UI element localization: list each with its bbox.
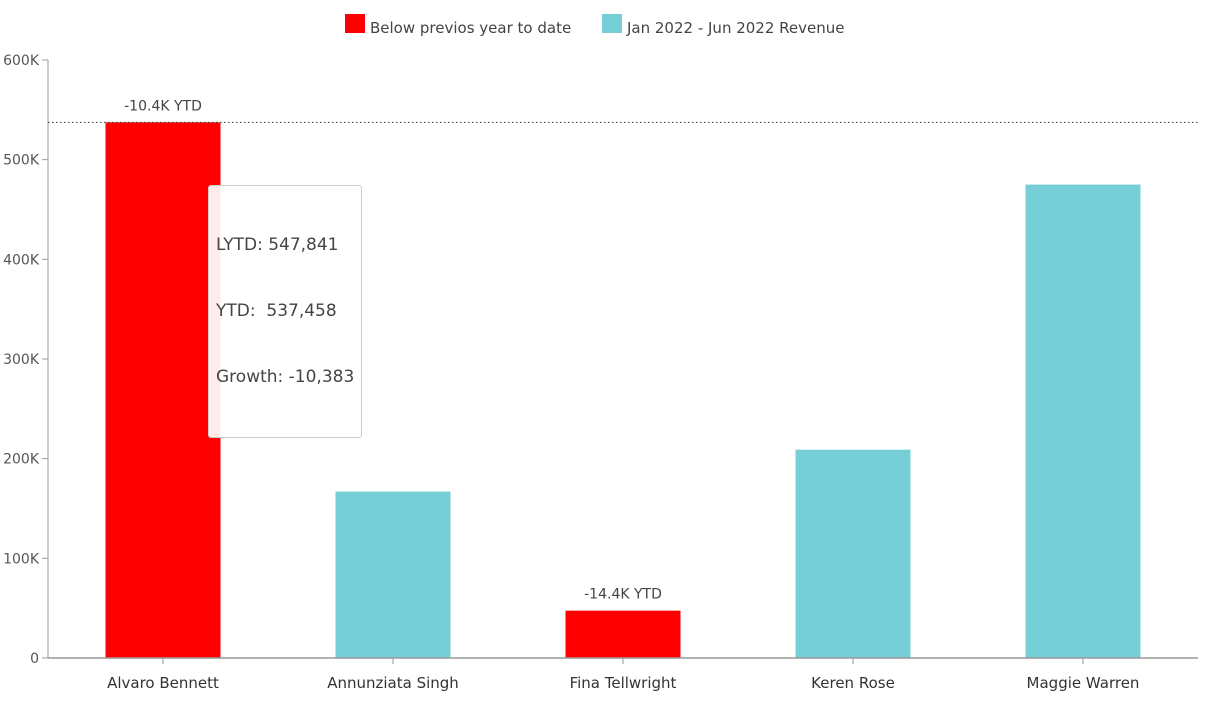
bars (105, 122, 1141, 659)
bar-keren-rose (795, 449, 911, 658)
y-tick-label: 100K (3, 551, 40, 567)
bar-fina-tellwright (565, 610, 681, 658)
x-tick-label: Alvaro Bennett (107, 674, 219, 692)
legend-label-2: Jan 2022 - Jun 2022 Revenue (626, 19, 845, 37)
tooltip-ytd: YTD: 537,458 (216, 301, 337, 321)
bar-tooltip: LYTD: 547,841 YTD: 537,458 Growth: -10,3… (208, 185, 363, 438)
y-tick-label: 400K (3, 252, 40, 268)
y-tick-label: 600K (3, 53, 40, 69)
bar-annunziata-singh (335, 491, 451, 658)
bar-annotation: -14.4K YTD (584, 587, 662, 603)
x-tick-label: Maggie Warren (1027, 674, 1140, 692)
bar-alvaro-bennett (105, 122, 221, 659)
legend-swatch-1 (345, 14, 365, 33)
legend-swatch-2 (602, 14, 622, 33)
legend-label-1: Below previos year to date (370, 19, 571, 37)
annotations: -10.4K YTD -14.4K YTD (48, 98, 1198, 603)
tooltip-lytd: LYTD: 547,841 (216, 235, 339, 255)
bar-maggie-warren (1025, 184, 1141, 659)
bar-annotation: -10.4K YTD (124, 98, 202, 114)
x-axis: Alvaro Bennett Annunziata Singh Fina Tellw… (48, 657, 1198, 692)
y-tick-label: 300K (3, 352, 40, 368)
y-axis: 0 100K 200K 300K 400K 500K 600K (3, 53, 49, 667)
y-tick-label: 500K (3, 153, 40, 169)
x-tick-label: Keren Rose (811, 674, 895, 692)
tooltip-growth: Growth: -10,383 (216, 367, 355, 387)
x-tick-label: Annunziata Singh (327, 674, 459, 692)
y-tick-label: 200K (3, 452, 40, 468)
y-tick-label: 0 (30, 651, 39, 667)
legend: Below previos year to date Jan 2022 - Jun… (345, 14, 845, 37)
x-tick-label: Fina Tellwright (570, 674, 677, 692)
